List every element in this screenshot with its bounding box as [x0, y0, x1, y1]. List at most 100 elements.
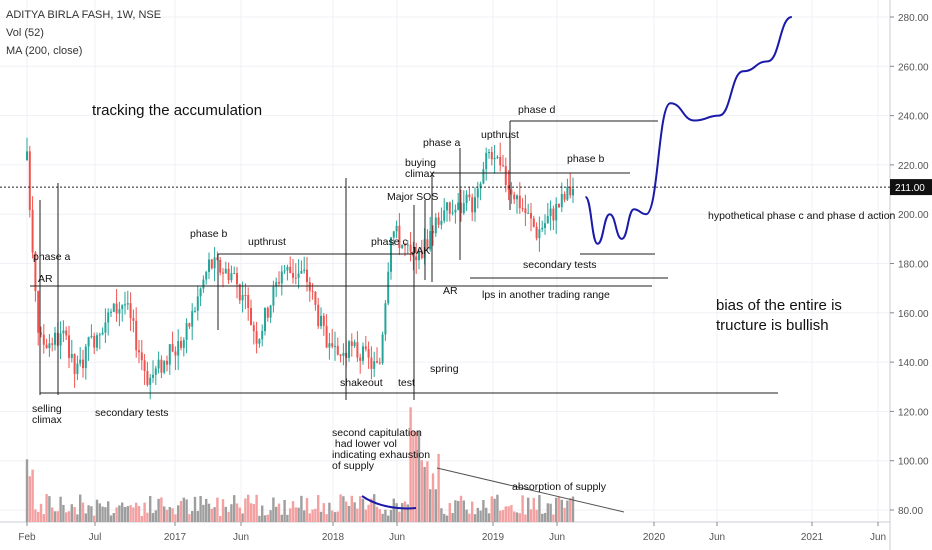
ar-right-label: AR [443, 285, 458, 297]
candle [328, 332, 331, 360]
price-tick-label: 240.00 [898, 112, 929, 123]
volume-bar [76, 514, 79, 522]
volume-bar [552, 514, 555, 522]
upthrust-left-label: upthrust [248, 236, 286, 248]
candle [499, 142, 502, 172]
volume-bar [571, 496, 575, 522]
candle [199, 287, 202, 307]
volume-bar [193, 496, 197, 522]
lps-label: lps in another trading range [482, 289, 610, 301]
candle [152, 360, 154, 383]
volume-bar [73, 507, 76, 522]
candle [395, 220, 398, 239]
candle [238, 283, 241, 305]
candle [356, 331, 359, 362]
volume-bar [476, 507, 479, 522]
candle [275, 277, 278, 297]
grid [0, 0, 890, 522]
volume-bar [381, 513, 384, 522]
volume-bar [247, 494, 250, 522]
volume-bar [115, 507, 118, 522]
candle [331, 328, 334, 349]
candle [381, 331, 384, 365]
candle [448, 201, 451, 222]
time-tick-label: Feb [18, 532, 36, 543]
volume-bar [429, 489, 432, 522]
candle [286, 264, 289, 281]
projection-path[interactable] [584, 16, 793, 245]
volume-bar [401, 503, 404, 522]
candle [70, 339, 73, 363]
volume-bar [527, 497, 530, 522]
candle [188, 322, 191, 329]
candle [471, 193, 474, 222]
ar-left-label: AR [38, 273, 53, 285]
candle [264, 307, 266, 336]
candle [300, 260, 303, 275]
volume-bar [157, 498, 160, 522]
candle [367, 341, 370, 369]
candle [115, 289, 118, 322]
candle [255, 321, 258, 354]
volume-indicator-label[interactable]: Vol (52) [6, 27, 44, 39]
volume-bar [459, 495, 463, 522]
candle [527, 203, 530, 214]
candle [160, 355, 163, 379]
candle [440, 207, 443, 230]
candle [185, 318, 188, 354]
candle [171, 331, 174, 353]
candle [76, 355, 79, 381]
volume-bar [249, 503, 253, 522]
candle [110, 308, 112, 318]
volume-bar [308, 513, 311, 522]
candle [303, 256, 306, 274]
candle [40, 326, 42, 338]
candle [143, 354, 146, 385]
volume-bar [336, 511, 339, 522]
volume-bar [213, 507, 216, 522]
volume-bar [269, 510, 272, 522]
candle [552, 205, 555, 230]
volume-bar [143, 502, 146, 522]
volume-bar [179, 500, 183, 522]
volume-bar [101, 506, 104, 522]
volume-bar [297, 507, 300, 522]
candle [549, 200, 552, 231]
volume-bar [140, 515, 143, 522]
volume-bar [104, 507, 107, 522]
volume-bar [557, 496, 561, 522]
volume-bar [163, 506, 166, 522]
candle [451, 199, 454, 216]
volume-bar [448, 502, 451, 522]
time-tick-label: 2018 [322, 532, 345, 543]
candle [555, 197, 558, 234]
candle [465, 190, 468, 212]
candle [457, 192, 460, 211]
time-tick-label: Jun [389, 532, 405, 543]
volume-bar [342, 496, 345, 522]
candle [493, 145, 496, 174]
volume-bar [325, 514, 328, 522]
price-tick-label: 280.00 [898, 13, 929, 24]
symbol-title[interactable]: ADITYA BIRLA FASH, 1W, NSE [6, 9, 162, 21]
volume-bar [431, 473, 435, 522]
volume-bar [549, 503, 552, 522]
volume-bar [221, 499, 225, 522]
volume-bar [90, 506, 93, 522]
candle [563, 191, 566, 203]
candle [280, 265, 283, 296]
volume-bar [373, 494, 376, 522]
volume-bar [543, 512, 547, 522]
ma-indicator-label[interactable]: MA (200, close) [6, 45, 83, 57]
volume-bar [451, 513, 454, 522]
candle [426, 229, 429, 252]
volume-bar [395, 503, 398, 522]
candle [51, 337, 54, 352]
volume-bar [185, 499, 188, 522]
candle [149, 373, 152, 400]
candle [59, 321, 62, 360]
candle [157, 351, 160, 374]
candle [222, 268, 224, 288]
volume-bar [555, 497, 558, 522]
